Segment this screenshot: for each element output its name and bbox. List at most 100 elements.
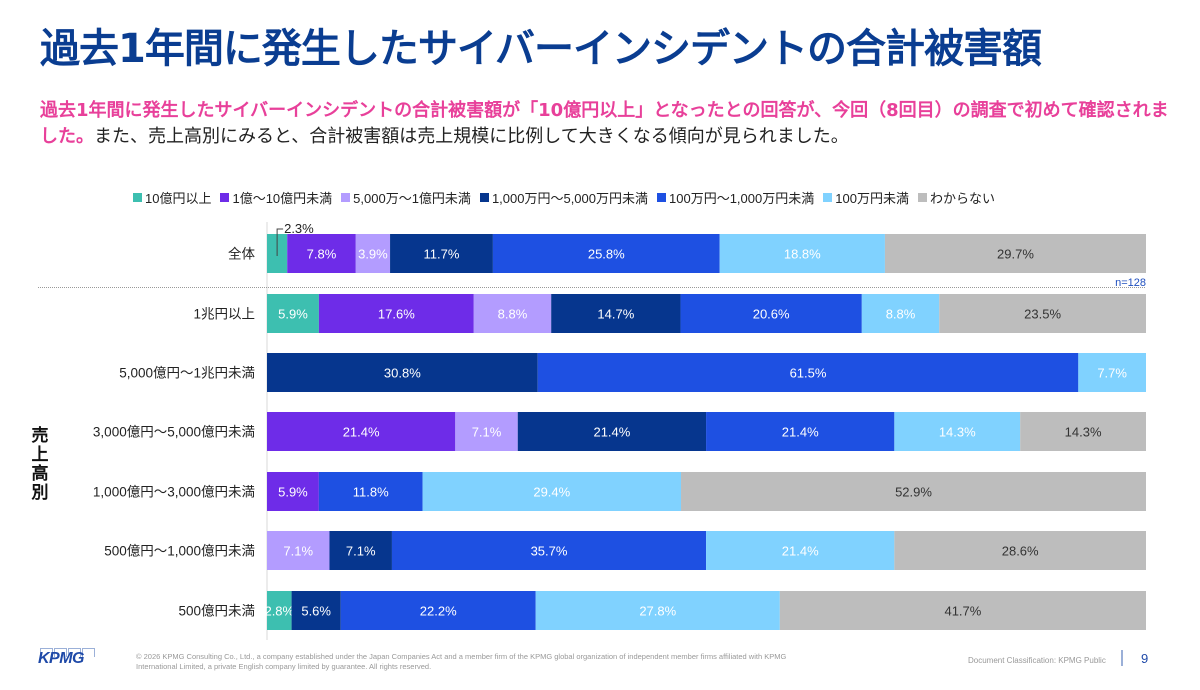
legend-label: わからない <box>929 191 995 206</box>
category-label: 500億円～1,000億円未満 <box>104 544 255 559</box>
data-label: 7.1% <box>283 544 313 559</box>
y-axis-group-label: 売上高別 <box>30 427 50 503</box>
bar-segment <box>861 294 940 333</box>
data-label: 52.9% <box>895 485 932 500</box>
data-label: 29.7% <box>997 247 1034 262</box>
kpmg-logo: KPMG <box>38 650 85 667</box>
bar-segment <box>517 412 707 451</box>
bar-segment <box>267 294 319 333</box>
bar-segment <box>473 294 552 333</box>
bar-segment <box>355 234 391 273</box>
category-label: 3,000億円～5,000億円未満 <box>93 425 255 440</box>
copyright-text: © 2026 KPMG Consulting Co., Ltd., a comp… <box>136 652 896 672</box>
legend-swatch <box>823 193 833 202</box>
data-label: 29.4% <box>533 485 570 500</box>
data-label: 41.7% <box>944 604 981 619</box>
bar-segment <box>535 591 780 630</box>
bar-segment <box>706 531 895 570</box>
data-label: 7.7% <box>1097 366 1127 381</box>
data-label: 3.9% <box>358 247 388 262</box>
legend-item: 5,000万～1億円未満 <box>341 188 471 207</box>
bar-segment <box>884 234 1146 273</box>
bar-segment <box>894 412 1021 451</box>
legend-label: 1億～10億円未満 <box>232 191 333 206</box>
category-label: 1,000億円～3,000億円未満 <box>93 485 255 500</box>
legend-item: 100万円未満 <box>823 188 909 207</box>
bar-segment <box>267 412 456 451</box>
bar-segment <box>291 591 341 630</box>
data-label: 5.9% <box>278 307 308 322</box>
data-label: 22.2% <box>420 604 457 619</box>
bar-segment <box>537 353 1079 392</box>
bar-segment <box>267 531 330 570</box>
data-label: 25.8% <box>588 247 625 262</box>
footer-divider <box>1121 650 1123 666</box>
data-label: 7.1% <box>346 544 376 559</box>
legend-swatch <box>657 193 667 202</box>
data-label: 27.8% <box>639 604 676 619</box>
data-label: 20.6% <box>753 307 790 322</box>
callout-label: 2.3% <box>284 221 314 236</box>
legend-label: 100万円未満 <box>835 191 909 206</box>
bar-segment <box>1078 353 1146 392</box>
copyright-line-1: © 2026 KPMG Consulting Co., Ltd., a comp… <box>136 652 787 661</box>
data-label: 11.7% <box>424 247 460 262</box>
data-label: 21.4% <box>782 425 819 440</box>
bar-segment <box>1020 412 1146 451</box>
data-label: 35.7% <box>531 544 568 559</box>
sample-size-label: n=128 <box>1115 277 1146 289</box>
data-label: 8.8% <box>886 307 916 322</box>
bar-segment <box>492 234 720 273</box>
data-label: 11.8% <box>353 485 389 500</box>
bar-segment <box>391 531 707 570</box>
bar-segment <box>779 591 1146 630</box>
bar-segment <box>390 234 493 273</box>
category-label: 5,000億円～1兆円未満 <box>119 366 255 381</box>
bar-segment <box>551 294 681 333</box>
lead-highlight: 過去1年間に発生したサイバーインシデントの合計被害額が「10億円以上」となったと… <box>40 100 1169 147</box>
legend-swatch <box>479 193 489 202</box>
legend-item: 10億円以上 <box>133 188 211 207</box>
data-label: 14.3% <box>939 425 976 440</box>
kpmg-logo-boxes <box>40 648 95 657</box>
legend-label: 1,000万円～5,000万円未満 <box>491 191 649 206</box>
legend-label: 100万円～1,000万円未満 <box>669 191 815 206</box>
category-label: 全体 <box>228 246 255 262</box>
bar-segment <box>681 472 1146 511</box>
lead-text: 過去1年間に発生したサイバーインシデントの合計被害額が「10億円以上」となったと… <box>40 98 1180 150</box>
data-label: 5.6% <box>301 604 331 619</box>
bar-segment <box>939 294 1146 333</box>
bar-segment <box>267 472 319 511</box>
document-classification: Document Classification: KPMG Public <box>968 656 1106 665</box>
bar-segment <box>719 234 885 273</box>
legend-item: 100万円～1,000万円未満 <box>657 188 814 207</box>
data-label: 14.7% <box>597 307 634 322</box>
legend-swatch <box>133 193 142 202</box>
legend-item: 1,000万円～5,000万円未満 <box>479 188 649 207</box>
data-label: 28.6% <box>1002 544 1039 559</box>
data-label: 61.5% <box>790 366 827 381</box>
chart-legend: 10億円以上 1億～10億円未満 5,000万～1億円未満 1,000万円～5,000… <box>133 188 995 207</box>
data-label: 21.4% <box>782 544 819 559</box>
callout-leader <box>276 228 284 256</box>
data-label: 2.8% <box>264 604 294 619</box>
bar-segment <box>894 531 1146 570</box>
side-label-text: 売上高別 <box>31 426 49 503</box>
bar-segment <box>318 294 474 333</box>
data-label: 7.1% <box>472 425 502 440</box>
legend-item: わからない <box>917 188 995 207</box>
data-label: 8.8% <box>498 307 528 322</box>
bar-segment <box>340 591 536 630</box>
data-label: 5.9% <box>278 485 308 500</box>
bar-segment <box>706 412 895 451</box>
data-label: 14.3% <box>1065 425 1102 440</box>
data-label: 23.5% <box>1024 307 1061 322</box>
bar-segment <box>329 531 392 570</box>
legend-label: 10億円以上 <box>145 191 212 206</box>
bar-segment <box>422 472 682 511</box>
page-title: 過去1年間に発生したサイバーインシデントの合計被害額 <box>40 26 1042 72</box>
page-number: 9 <box>1141 651 1149 666</box>
copyright-line-2: International Limited, a private English… <box>136 662 432 671</box>
bar-segment <box>318 472 423 511</box>
